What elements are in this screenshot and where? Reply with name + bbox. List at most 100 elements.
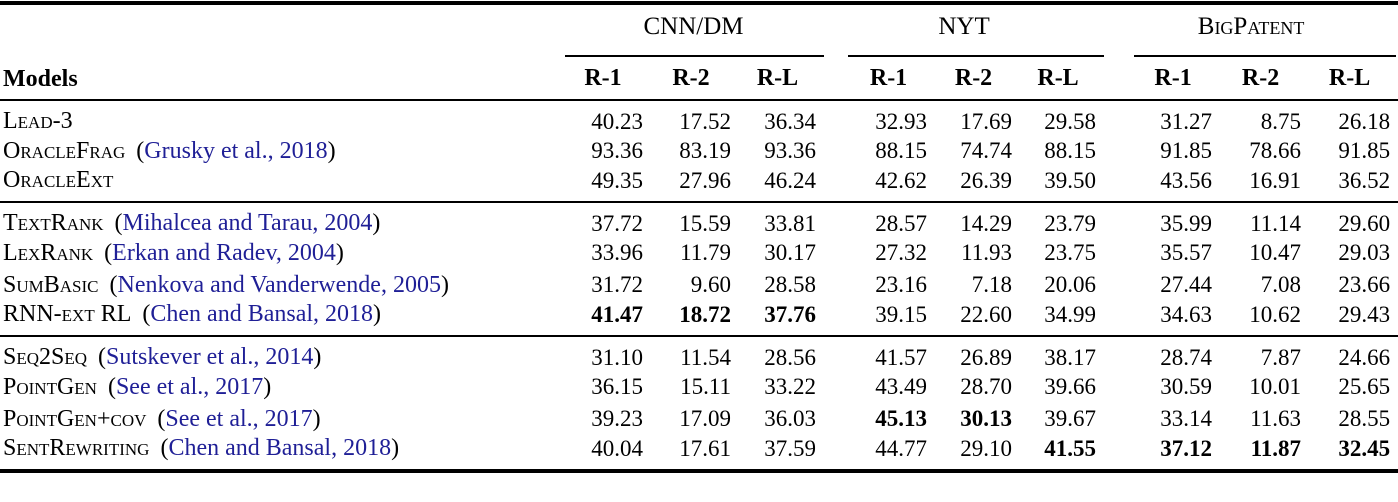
score-cell: 11.79 <box>680 240 731 265</box>
citation: (Chen and Bansal, 2018) <box>142 301 381 327</box>
score-cell: 39.50 <box>1044 167 1097 193</box>
citation: (Mihalcea and Tarau, 2004) <box>115 210 381 236</box>
score-cell: 49.35 <box>591 167 643 193</box>
metric-header: R-1 <box>1154 64 1192 91</box>
score-cell: 38.17 <box>1044 344 1097 370</box>
citation: (Nenkova and Vanderwende, 2005) <box>109 272 448 298</box>
citation-close-paren: ) <box>440 271 449 298</box>
score-cell: 31.10 <box>591 344 643 370</box>
cmidrule-row <box>0 46 1398 57</box>
score-cell: 28.58 <box>764 272 817 297</box>
citation-open-paren: ( <box>98 344 107 370</box>
score-cell: 26.18 <box>1338 108 1391 134</box>
score-cell: 30.17 <box>764 240 817 265</box>
citation-link[interactable]: See et al., 2017 <box>115 373 264 400</box>
citation-open-paren: ( <box>157 405 166 432</box>
citation-open-paren: ( <box>104 239 113 266</box>
citation-link[interactable]: Grusky et al., 2018 <box>144 137 328 164</box>
score-cell: 32.45 <box>1338 435 1391 461</box>
table-header: CNN/DM NYT BigPatent Models R-1 R-2 R-L R-1 R-… <box>0 3 1398 100</box>
score-cell: 37.12 <box>1160 435 1213 461</box>
corner-spacer <box>0 3 563 46</box>
score-cell: 44.77 <box>875 435 928 461</box>
score-cell: 45.13 <box>875 406 928 431</box>
score-cell: 46.24 <box>764 167 817 193</box>
score-cell: 23.75 <box>1044 240 1097 265</box>
model-cell: SumBasic (Nenkova and Vanderwende, 2005) <box>0 269 563 301</box>
model-name: OracleExt <box>3 167 114 193</box>
model-name: RNN-ext RL <box>3 301 132 327</box>
citation-link[interactable]: Chen and Bansal, 2018 <box>168 435 392 461</box>
citation-close-paren: ) <box>373 301 382 327</box>
model-cell: OracleFrag (Grusky et al., 2018) <box>0 135 563 167</box>
score-cell: 42.62 <box>875 167 928 193</box>
table-row: PointGen (See et al., 2017) 36.15 15.11 33.2… <box>0 371 1398 403</box>
score-cell: 27.96 <box>679 167 731 193</box>
citation-link[interactable]: See et al., 2017 <box>165 405 313 432</box>
model-name: OracleFrag <box>3 137 126 164</box>
citation-close-paren: ) <box>335 239 344 266</box>
table-section: Lead-3 40.23 17.52 36.34 32.93 17.69 29.58 31.2… <box>0 100 1398 202</box>
table-row: SentRewriting (Chen and Bansal, 2018) 40.0… <box>0 435 1398 471</box>
score-cell: 41.55 <box>1044 435 1097 461</box>
score-cell: 28.74 <box>1160 344 1213 370</box>
cmidrule-line <box>848 46 1105 57</box>
table-row: TextRank (Mihalcea and Tarau, 2004) 37.72 1… <box>0 202 1398 237</box>
score-cell: 30.13 <box>960 406 1013 431</box>
citation-link[interactable]: Chen and Bansal, 2018 <box>150 301 374 327</box>
score-cell: 10.01 <box>1249 374 1302 399</box>
model-cell: Seq2Seq (Sutskever et al., 2014) <box>0 336 563 371</box>
score-cell: 31.27 <box>1160 108 1213 134</box>
table-row: OracleExt 49.35 27.96 46.24 42.62 26.39 39.50 4… <box>0 167 1398 202</box>
citation: (Chen and Bansal, 2018) <box>160 435 399 461</box>
score-cell: 7.08 <box>1260 272 1302 297</box>
score-cell: 43.49 <box>875 374 928 399</box>
score-cell: 28.57 <box>875 210 928 236</box>
table-row: Lead-3 40.23 17.52 36.34 32.93 17.69 29.58 31.2… <box>0 100 1398 135</box>
citation-open-paren: ( <box>114 210 123 236</box>
score-cell: 39.67 <box>1044 406 1097 431</box>
metric-header: R-L <box>756 64 799 91</box>
citation-link[interactable]: Mihalcea and Tarau, 2004 <box>122 210 373 236</box>
table-section: TextRank (Mihalcea and Tarau, 2004) 37.72 1… <box>0 202 1398 336</box>
score-cell: 35.57 <box>1160 240 1213 265</box>
model-cell: LexRank (Erkan and Radev, 2004) <box>0 237 563 269</box>
score-cell: 14.29 <box>960 210 1013 236</box>
model-cell: PointGen (See et al., 2017) <box>0 371 563 403</box>
table-row: PointGen+cov (See et al., 2017) 39.23 17.09… <box>0 403 1398 435</box>
model-name: TextRank <box>3 210 104 236</box>
metric-header: R-L <box>1328 64 1371 91</box>
model-cell: Lead-3 <box>0 100 563 135</box>
score-cell: 27.32 <box>875 240 928 265</box>
citation-open-paren: ( <box>109 271 118 298</box>
model-name: LexRank <box>3 239 94 266</box>
score-cell: 39.66 <box>1044 374 1097 399</box>
citation-close-paren: ) <box>391 435 400 461</box>
score-cell: 88.15 <box>875 138 928 163</box>
score-cell: 36.15 <box>591 374 643 399</box>
citation-close-paren: ) <box>313 344 322 370</box>
score-cell: 17.52 <box>679 108 731 134</box>
dataset-group-header: NYT <box>938 12 990 40</box>
cmidrule-cell <box>824 46 1105 57</box>
score-cell: 33.96 <box>591 240 643 265</box>
citation-link[interactable]: Sutskever et al., 2014 <box>106 344 314 370</box>
score-cell: 11.54 <box>680 344 731 370</box>
score-cell: 11.87 <box>1250 435 1302 461</box>
citation-link[interactable]: Erkan and Radev, 2004 <box>112 239 336 266</box>
score-cell: 35.99 <box>1160 210 1213 236</box>
score-cell: 10.47 <box>1249 240 1302 265</box>
table-row: SumBasic (Nenkova and Vanderwende, 2005) 3… <box>0 269 1398 301</box>
score-cell: 7.18 <box>971 272 1013 297</box>
score-cell: 29.03 <box>1338 240 1391 265</box>
citation-link[interactable]: Nenkova and Vanderwende, 2005 <box>117 271 441 298</box>
cmidrule-cell <box>563 46 825 57</box>
score-cell: 27.44 <box>1160 272 1213 297</box>
corner-spacer <box>0 46 563 57</box>
score-cell: 28.56 <box>764 344 817 370</box>
model-cell: OracleExt <box>0 167 563 202</box>
citation-open-paren: ( <box>160 435 169 461</box>
metric-header-row: Models R-1 R-2 R-L R-1 R-2 R-L R-1 R-2 R-L <box>0 57 1398 100</box>
score-cell: 33.14 <box>1160 406 1213 431</box>
